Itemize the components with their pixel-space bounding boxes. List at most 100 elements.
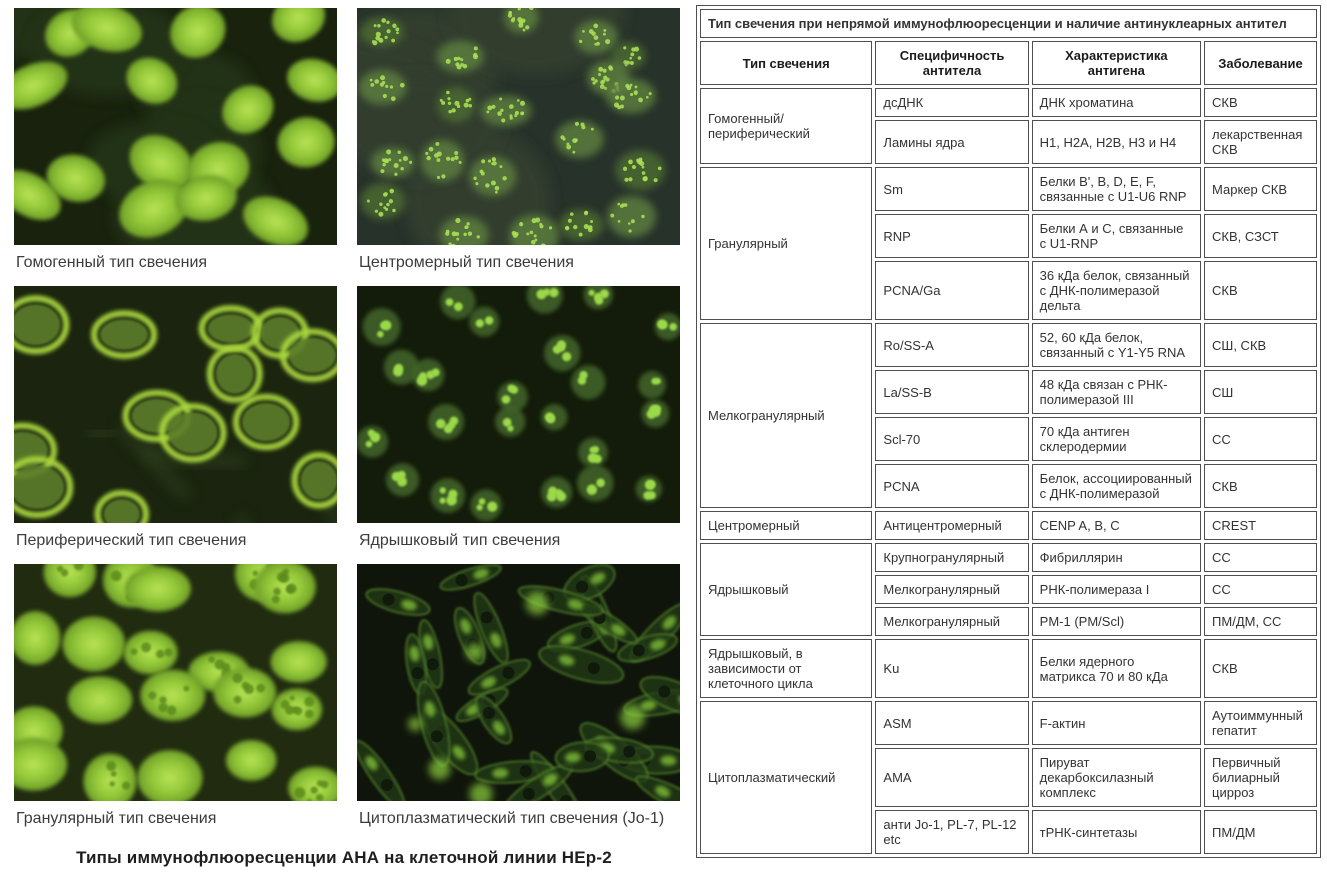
table-row: Гомогенный/ периферический дсДНК ДНК хрома… [700,88,1317,164]
cell-antibody-specificity: дсДНК [875,88,1029,117]
cell-antibody-specificity: PCNA [875,464,1029,508]
table-row: Ядрышковый Крупногранулярный Фибриллярин СС [700,543,1317,636]
cell-disease: СШ, СКВ [1204,323,1317,367]
cell-disease: Первичный билиарный цирроз [1204,748,1317,807]
fluorescence-micrograph [14,286,337,523]
cell-disease: СКВ [1204,261,1317,320]
cell-antigen-characteristic: CENP A, B, C [1031,511,1202,540]
table-panel: Тип свечения при непрямой иммунофлюоресц… [694,0,1327,887]
cell-antibody-specificity: Крупногранулярный [875,543,1029,572]
cell-antigen-characteristic: РНК-полимераза I [1031,575,1202,604]
cell-antigen-characteristic: ДНК хроматина [1031,88,1202,117]
cell-disease: СС [1204,575,1317,604]
microscopy-figure: Гомогенный тип свечения [14,8,337,286]
cell-antibody-specificity: Sm [875,167,1029,211]
cell-antibody-specificity: AMA [875,748,1029,807]
cell-antigen-characteristic: тРНК-синтетазы [1031,810,1202,854]
cell-disease: СШ [1204,370,1317,414]
cell-glow-type: Гранулярный [700,167,873,320]
table-row: PCNA/Ga 36 кДа белок, связанный с ДНК-пол… [700,261,1317,320]
cell-antibody-specificity: PCNA/Ga [875,261,1029,320]
image-caption: Ядрышковый тип свечения [359,532,561,549]
fluorescence-micrograph [357,8,680,245]
microscopy-figure: Центромерный тип свечения [357,8,680,286]
micrograph-panel: Гомогенный тип свечения Центромерный тип… [14,8,694,867]
cell-antibody-specificity: La/SS-B [875,370,1029,414]
fluorescence-micrograph [357,286,680,523]
cell-disease: СКВ, СЗСТ [1204,214,1317,258]
table-row: анти Jo-1, PL-7, PL-12 etc тРНК-синтетазы… [700,810,1317,854]
cell-disease: СС [1204,417,1317,461]
cell-antigen-characteristic: Фибриллярин [1031,543,1202,572]
column-header-glow-type: Тип свечения [700,41,873,85]
header-row: Тип свечения Специфичность антитела Хара… [700,41,1317,85]
image-caption: Гомогенный тип свечения [16,254,208,271]
microscopy-figure: Ядрышковый тип свечения [357,286,680,564]
cell-antibody-specificity: Мелкогранулярный [875,575,1029,604]
microscopy-figure: Периферический тип свечения [14,286,337,564]
footer-title: Типы иммунофлюоресценции АНА на клеточно… [76,848,612,867]
cell-antigen-characteristic: 36 кДа белок, связанный с ДНК-полимеразо… [1031,261,1202,320]
cell-disease: лекарственная СКВ [1204,120,1317,164]
cell-antibody-specificity: Ламины ядра [875,120,1029,164]
cell-disease: Маркер СКВ [1204,167,1317,211]
cell-antibody-specificity: Scl-70 [875,417,1029,461]
cell-antibody-specificity: анти Jo-1, PL-7, PL-12 etc [875,810,1029,854]
cell-disease: CREST [1204,511,1317,540]
cell-antibody-specificity: Мелкогранулярный [875,607,1029,636]
cell-antigen-characteristic: 70 кДа антиген склеродермии [1031,417,1202,461]
cell-antigen-characteristic: Пируват декарбоксилазный комплекс [1031,748,1202,807]
fluorescence-micrograph [14,564,337,801]
column-header-disease: Заболевание [1204,41,1317,85]
table-row: Мелкогранулярный РНК-полимераза I СС [700,575,1317,604]
fluorescence-micrograph [14,8,337,245]
image-caption: Цитоплазматический тип свечения (Jo-1) [359,810,665,827]
image-caption: Периферический тип свечения [16,532,247,549]
table-title: Тип свечения при непрямой иммунофлюоресц… [700,9,1317,38]
cell-antibody-specificity: Ku [875,639,1029,698]
table-row: Мелкогранулярный Ro/SS-A 52, 60 кДа белок,… [700,323,1317,508]
table-row: RNP Белки А и С, связанные с U1-RNP СКВ, С… [700,214,1317,258]
table-row: Мелкогранулярный PM-1 (PM/Scl) ПМ/ДМ, СС [700,607,1317,636]
cell-antigen-characteristic: F-актин [1031,701,1202,745]
cell-antigen-characteristic: PM-1 (PM/Scl) [1031,607,1202,636]
cell-disease: СС [1204,543,1317,572]
cell-glow-type: Ядрышковый, в зависимости от клеточного … [700,639,873,698]
cell-disease: СКВ [1204,88,1317,117]
cell-disease: ПМ/ДМ, СС [1204,607,1317,636]
cell-antigen-characteristic: 48 кДа связан с РНК-полимеразой III [1031,370,1202,414]
microscopy-figure: Цитоплазматический тип свечения (Jo-1) [357,564,680,842]
cell-disease: Аутоиммунный гепатит [1204,701,1317,745]
micrograph-grid: Гомогенный тип свечения Центромерный тип… [14,8,694,842]
cell-antigen-characteristic: Белки B', B, D, E, F, связанные с U1-U6 … [1031,167,1202,211]
cell-antigen-characteristic: H1, H2A, H2B, H3 и H4 [1031,120,1202,164]
cell-glow-type: Цитоплазматический [700,701,873,854]
table-row: Ламины ядра H1, H2A, H2B, H3 и H4 лекарств… [700,120,1317,164]
table-row: Цитоплазматический ASM F-актин Аутоиммунный… [700,701,1317,854]
cell-disease: ПМ/ДМ [1204,810,1317,854]
cell-antibody-specificity: RNP [875,214,1029,258]
image-caption: Гранулярный тип свечения [16,810,217,827]
table-row: Scl-70 70 кДа антиген склеродермии СС [700,417,1317,461]
cell-antibody-specificity: ASM [875,701,1029,745]
fluorescence-micrograph [357,564,680,801]
image-caption: Центромерный тип свечения [359,254,574,271]
cell-antigen-characteristic: Белки ядерного матрикса 70 и 80 кДа [1031,639,1202,698]
column-header-antibody-specificity: Специфичность антитела [875,41,1029,85]
table-row: Ядрышковый, в зависимости от клеточного … [700,639,1317,698]
cell-glow-type: Центромерный [700,511,873,540]
microscopy-figure: Гранулярный тип свечения [14,564,337,842]
cell-antibody-specificity: Ro/SS-A [875,323,1029,367]
table-row: Центромерный Антицентромерный CENP A, B, C… [700,511,1317,540]
cell-disease: СКВ [1204,464,1317,508]
table-row: AMA Пируват декарбоксилазный комплекс Перв… [700,748,1317,807]
table-row: PCNA Белок, ассоциированный с ДНК-полимер… [700,464,1317,508]
table-row: Гранулярный Sm Белки B', B, D, E, F, связа… [700,167,1317,320]
cell-antibody-specificity: Антицентромерный [875,511,1029,540]
cell-disease: СКВ [1204,639,1317,698]
cell-glow-type: Мелкогранулярный [700,323,873,508]
ana-table: Тип свечения при непрямой иммунофлюоресц… [696,5,1321,858]
cell-glow-type: Гомогенный/ периферический [700,88,873,164]
cell-antigen-characteristic: Белки А и С, связанные с U1-RNP [1031,214,1202,258]
